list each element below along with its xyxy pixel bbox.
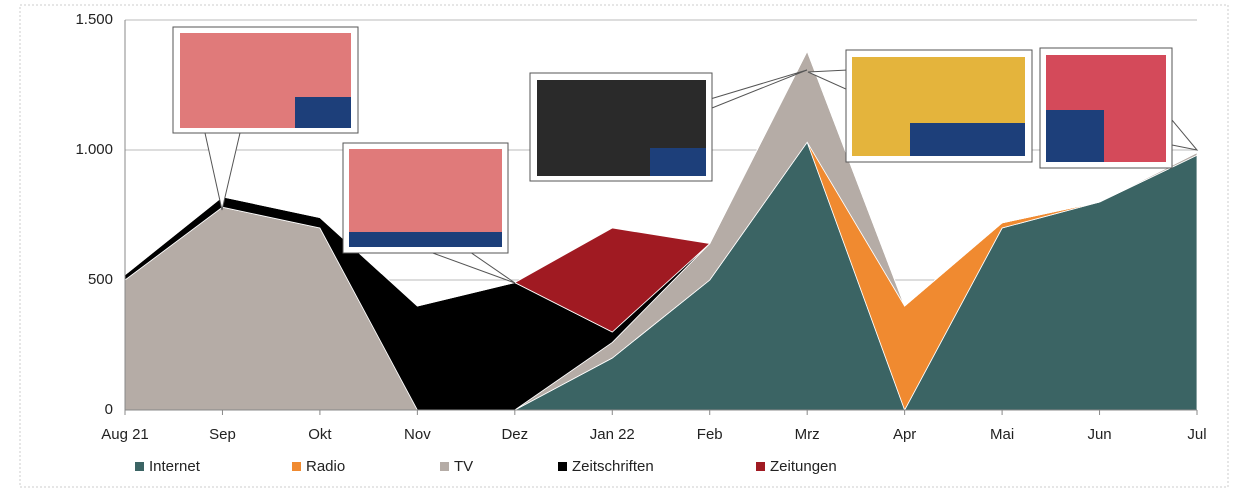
- legend-label: Radio: [306, 458, 345, 475]
- x-tick-label: Nov: [404, 426, 431, 443]
- chart: 0 500 1.000 1.500 Aug 21 Sep Okt Nov Dez Jan 22 Fe…: [0, 0, 1233, 491]
- legend-label: Zeitschriften: [572, 458, 654, 475]
- ad-image-logo: [650, 148, 706, 176]
- x-tick-label: Dez: [501, 426, 528, 443]
- y-tick-label: 500: [88, 271, 113, 288]
- legend-label: TV: [454, 458, 473, 475]
- x-tick-label: Jun: [1087, 426, 1111, 443]
- y-tick-label: 0: [105, 401, 113, 418]
- legend-swatch: [756, 462, 765, 471]
- x-tick-label: Sep: [209, 426, 236, 443]
- legend-swatch: [558, 462, 567, 471]
- legend-swatch: [292, 462, 301, 471]
- y-tick-label: 1.000: [75, 141, 113, 158]
- x-tick-label: Jul: [1187, 426, 1206, 443]
- x-tick-label: Feb: [697, 426, 723, 443]
- x-tick-label: Aug 21: [101, 426, 149, 443]
- x-tick-label: Jan 22: [590, 426, 635, 443]
- callout-pointer: [1172, 120, 1197, 150]
- x-tick-label: Mrz: [795, 426, 820, 443]
- x-tick-label: Mai: [990, 426, 1014, 443]
- ad-image-logo: [1046, 110, 1104, 162]
- callout-pointer: [430, 252, 515, 283]
- x-tick-label: Apr: [893, 426, 916, 443]
- y-tick-label: 1.500: [75, 11, 113, 28]
- ad-image-logo: [295, 97, 351, 128]
- legend-label: Zeitungen: [770, 458, 837, 475]
- page: {"chart_data": {"type": "stacked-area", …: [0, 0, 1233, 491]
- x-tick-label: Okt: [308, 426, 332, 443]
- callout-pointer: [205, 133, 240, 210]
- ad-image-banner: [349, 232, 502, 247]
- legend-label: Internet: [149, 458, 201, 475]
- legend-swatch: [440, 462, 449, 471]
- legend-swatch: [135, 462, 144, 471]
- ad-image-logo: [910, 123, 1025, 156]
